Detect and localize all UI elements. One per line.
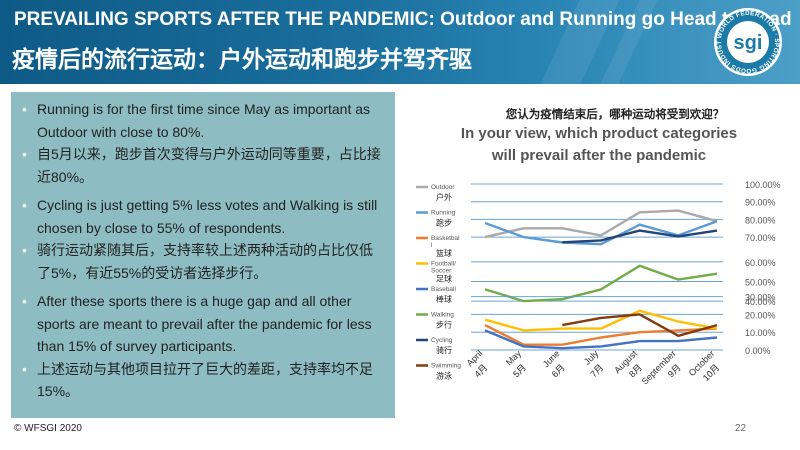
y-tick-label: 80.00% bbox=[745, 215, 776, 225]
legend-label-cn: 足球 bbox=[436, 274, 452, 284]
y-tick-label: 60.00% bbox=[745, 258, 776, 268]
legend-label: Football/ bbox=[431, 261, 456, 268]
legend-label-cn: 骑行 bbox=[436, 345, 452, 355]
legend-label: Swimming bbox=[431, 363, 461, 370]
copyright: © WFSGI 2020 bbox=[14, 423, 82, 434]
legend-label-cn: 步行 bbox=[436, 320, 452, 330]
title-chinese: 疫情后的流行运动：户外运动和跑步并驾齐驱 bbox=[12, 47, 472, 73]
y-tick-label: 30.00% bbox=[745, 293, 776, 303]
line-chart: 您认为疫情结束后，哪种运动将受到欢迎？ In your view, which … bbox=[416, 107, 781, 387]
series-line-baseball bbox=[484, 329, 718, 350]
logo-sgi-text: sgi bbox=[734, 32, 763, 54]
title-english: PREVAILING SPORTS AFTER THE PANDEMIC: Ou… bbox=[14, 9, 792, 30]
legend-label: Basketbal bbox=[431, 235, 460, 242]
page-number: 22 bbox=[735, 423, 747, 434]
series-line-walking bbox=[484, 264, 718, 303]
wfsgi-logo: WORLD FEDERATION · SPORTING GOODS INDUST… bbox=[712, 6, 782, 76]
y-tick-label: 100.00% bbox=[745, 180, 781, 190]
y-tick-label: 20.00% bbox=[745, 310, 776, 320]
legend-label-cn: 游泳 bbox=[436, 371, 452, 381]
chart-panel: 您认为疫情结束后，哪种运动将受到欢迎？ In your view, which … bbox=[401, 92, 788, 418]
y-tick-label: 70.00% bbox=[745, 233, 776, 243]
series-line-basketball bbox=[484, 324, 718, 346]
series-line-swimming bbox=[562, 313, 718, 337]
legend-label: Running bbox=[431, 210, 456, 217]
series-line-football-soccer bbox=[484, 309, 718, 332]
bullet-item: • After these sports there is a huge gap … bbox=[22, 293, 372, 354]
series-line-cycling bbox=[562, 229, 718, 244]
legend-label-cn: 棒球 bbox=[436, 294, 452, 304]
bullet-item: • Cycling is just getting 5% less votes a… bbox=[22, 197, 378, 236]
y-tick-label: 0.00% bbox=[745, 346, 771, 356]
legend-label: Cycling bbox=[431, 337, 453, 344]
chart-title-cn: 您认为疫情结束后，哪种运动将受到欢迎？ bbox=[506, 107, 725, 121]
x-tick-label-cn: 7月 bbox=[588, 362, 605, 379]
x-tick-label-cn: 6月 bbox=[550, 362, 567, 379]
x-tick-label-cn: 4月 bbox=[472, 362, 489, 379]
chart-title-line-2: will prevail after the pandemic bbox=[491, 147, 706, 164]
legend-label-cn: 跑步 bbox=[436, 219, 452, 228]
y-tick-label: 40.00% bbox=[745, 297, 776, 307]
y-tick-label: 50.00% bbox=[745, 278, 776, 288]
y-tick-label: 90.00% bbox=[745, 198, 776, 208]
series-line-outdoor bbox=[484, 209, 718, 239]
legend-label-cont: Soccer bbox=[431, 268, 452, 275]
legend-label: Baseball bbox=[431, 286, 456, 293]
legend-label: Walking bbox=[431, 312, 454, 319]
y-tick-label: 10.00% bbox=[745, 328, 776, 338]
header-banner: PREVAILING SPORTS AFTER THE PANDEMIC: Ou… bbox=[0, 0, 800, 84]
bullet-item: • Running is for the first time since May… bbox=[22, 101, 371, 140]
legend-label-cn: 户外 bbox=[436, 192, 452, 202]
bullet-item: • 上述运动与其他项目拉开了巨大的差距，支持率均不足15%。 bbox=[22, 360, 373, 400]
legend-label: Outdoor bbox=[431, 184, 455, 191]
legend-label-cn: 篮球 bbox=[436, 248, 452, 258]
legend-label-cont: l bbox=[431, 242, 433, 249]
x-tick-label-cn: 5月 bbox=[511, 362, 528, 379]
x-tick-label-cn: 9月 bbox=[666, 362, 683, 379]
bullet-item: • 骑行运动紧随其后，支持率较上述两种活动的占比仅低了5%，有近55%的受访者选择… bbox=[22, 242, 373, 281]
chart-title-line-1: In your view, which product categories bbox=[461, 125, 737, 142]
bullet-panel: • Running is for the first time since May… bbox=[11, 92, 395, 418]
bullet-item: • 自5月以来，跑步首次变得与户外运动同等重要，占比接近80%。 bbox=[22, 146, 381, 185]
